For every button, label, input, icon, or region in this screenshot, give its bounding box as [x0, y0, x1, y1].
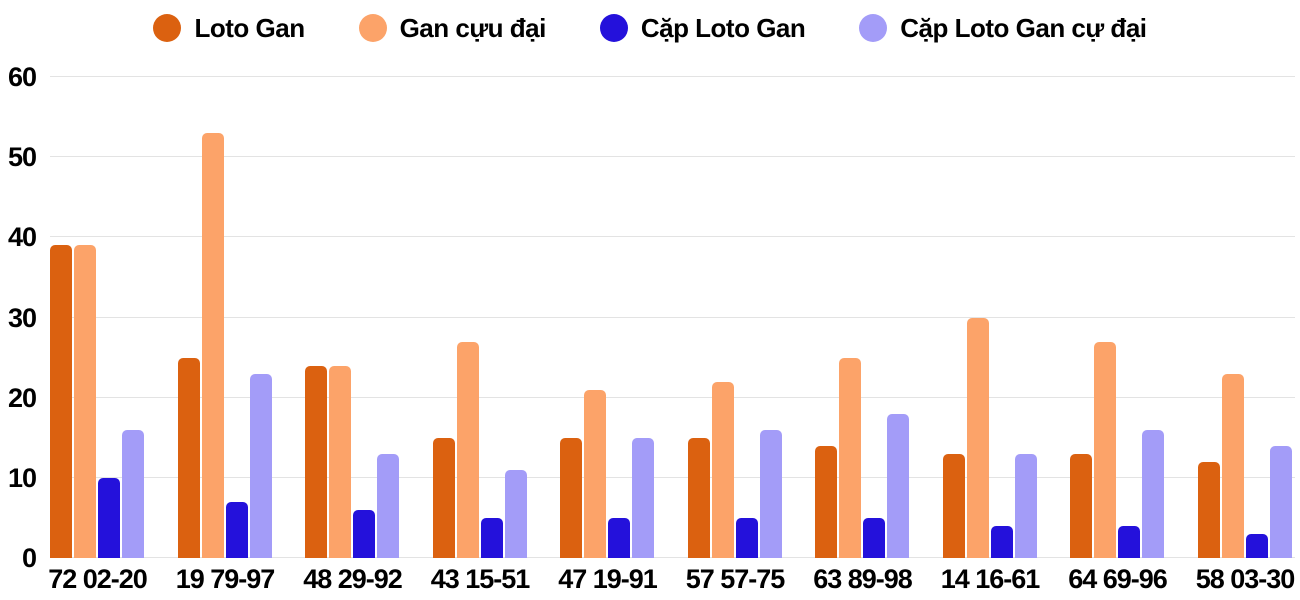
bar: [608, 517, 630, 558]
bar: [1094, 341, 1116, 558]
bar: [504, 469, 527, 558]
x-axis-tick-label: 57 57-75: [685, 564, 786, 594]
y-axis-tick-label: 30: [7, 302, 37, 333]
legend-label: Gan cựu đại: [399, 12, 547, 43]
plot-area: [50, 76, 1295, 558]
gridline: [50, 236, 1295, 238]
legend-item[interactable]: Cặp Loto Gan cự đại: [859, 12, 1147, 44]
x-axis-tick-label: 48 29-92: [303, 564, 403, 594]
y-axis-tick-label: 40: [7, 222, 37, 253]
bar: [1197, 461, 1220, 558]
x-axis-tick-label: 47 19-91: [558, 564, 658, 594]
x-axis-tick-label: 64 69-96: [1068, 564, 1168, 594]
legend-color-dot: [859, 14, 888, 42]
x-axis-tick-label: 63 89-98: [813, 564, 913, 594]
gridline: [50, 557, 1295, 558]
bar: [632, 437, 654, 558]
bar: [1070, 453, 1092, 558]
bar: [584, 389, 606, 558]
bar: [759, 429, 782, 558]
bar: [560, 437, 582, 558]
legend-item[interactable]: Cặp Loto Gan: [599, 12, 806, 44]
bar: [249, 373, 272, 558]
bar: [480, 517, 503, 558]
x-axis-tick-label: 19 79-97: [175, 564, 276, 594]
bar: [1014, 453, 1037, 558]
bar-group: [50, 245, 145, 558]
bar: [432, 437, 455, 558]
bar: [305, 365, 327, 558]
x-axis-tick-label: 72 02-20: [48, 564, 148, 594]
bar: [201, 133, 224, 558]
bar: [815, 445, 837, 558]
y-axis: 0 10 20 30 40 50 60: [0, 62, 37, 573]
bar: [177, 357, 200, 558]
gridline: [50, 76, 1295, 77]
legend-color-dot: [153, 14, 182, 42]
bar: [863, 517, 885, 558]
bar: [1245, 533, 1268, 558]
bar: [1142, 429, 1164, 558]
legend: Loto Gan Gan cựu đại Cặp Loto Gan Cặp Loto …: [0, 6, 1300, 50]
bar: [735, 517, 758, 558]
legend-color-dot: [599, 14, 628, 42]
gridline: [50, 156, 1295, 158]
bar-group: [815, 357, 910, 558]
bar: [990, 525, 1013, 558]
bar: [711, 381, 734, 558]
bar: [50, 245, 72, 558]
bar-group: [1070, 341, 1165, 558]
bar-group: [432, 341, 528, 558]
bar-group: [687, 381, 783, 558]
gridline: [50, 316, 1295, 318]
x-axis-tick-label: 14 16-61: [940, 564, 1041, 594]
bar: [98, 477, 120, 558]
x-axis: 72 02-20 19 79-97 48 29-92 43 15-51 47 19-91…: [48, 563, 1295, 597]
bar: [329, 365, 351, 558]
bar: [74, 245, 96, 558]
legend-item[interactable]: Gan cựu đại: [358, 12, 547, 44]
x-axis-tick-label: 58 03-30: [1195, 564, 1296, 594]
bar-group: [177, 133, 273, 558]
bar: [377, 453, 399, 558]
bar: [942, 453, 965, 558]
bar: [1118, 525, 1140, 558]
bar-group: [942, 317, 1038, 558]
bar-group: [1197, 373, 1293, 558]
bar: [122, 429, 144, 558]
bar: [839, 357, 861, 558]
legend-item[interactable]: Loto Gan: [153, 12, 305, 44]
y-axis-tick-label: 10: [7, 462, 37, 493]
bar: [456, 341, 479, 558]
bar: [225, 501, 248, 558]
legend-label: Cặp Loto Gan cự đại: [900, 12, 1147, 43]
bar: [1269, 445, 1292, 558]
legend-label: Cặp Loto Gan: [640, 12, 806, 43]
bar: [1221, 373, 1244, 558]
bar: [687, 437, 710, 558]
gridline: [50, 476, 1295, 478]
bar-group: [560, 389, 655, 558]
y-axis-tick-label: 0: [21, 543, 37, 573]
legend-label: Loto Gan: [194, 12, 305, 43]
legend-color-dot: [358, 14, 387, 42]
bar-group: [305, 365, 400, 558]
bar: [353, 509, 375, 558]
bar: [966, 317, 989, 558]
x-axis-tick-label: 43 15-51: [430, 564, 531, 594]
gridline: [50, 396, 1295, 398]
bar: [887, 413, 909, 558]
y-axis-tick-label: 20: [7, 382, 37, 413]
y-axis-tick-label: 50: [7, 142, 37, 173]
y-axis-tick-label: 60: [7, 62, 37, 92]
